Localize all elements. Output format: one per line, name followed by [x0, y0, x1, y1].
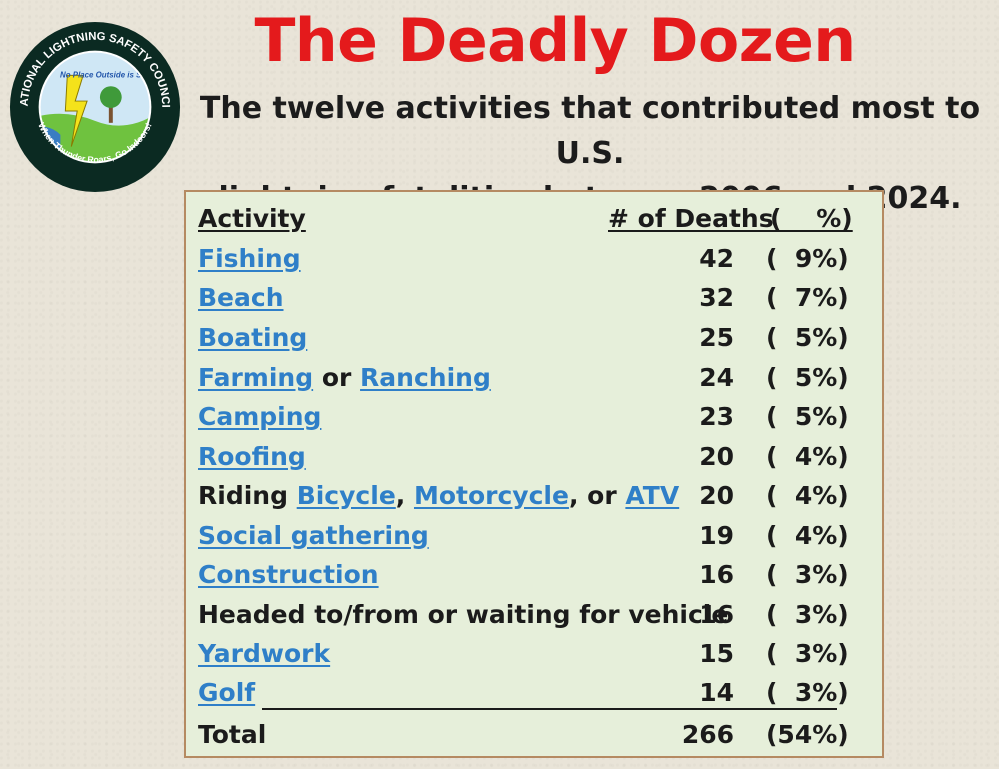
national-lightning-safety-council-logo: No Place Outside is Safe ! NATIONAL LIGH…: [6, 18, 181, 193]
table-row: Boating 25 ( 5%): [198, 319, 874, 357]
activity-label-vehicle: Headed to/from or waiting for vehicle: [198, 600, 729, 629]
deaths-value: 14: [699, 678, 734, 707]
table-row: Beach 32 ( 7%): [198, 279, 874, 317]
activity-prefix: Riding: [198, 481, 297, 510]
table-row: Social gathering 19 ( 4%): [198, 517, 874, 555]
subtitle-line-1: The twelve activities that contributed m…: [199, 91, 981, 171]
header-deaths: # of Deaths: [608, 204, 774, 233]
percent-value: ( 3%): [766, 678, 849, 707]
activity-link-fishing[interactable]: Fishing: [198, 244, 301, 273]
activity-link-social-gathering[interactable]: Social gathering: [198, 521, 429, 550]
deaths-value: 16: [699, 560, 734, 589]
activity-link-golf[interactable]: Golf: [198, 678, 256, 707]
table-row: Roofing 20 ( 4%): [198, 438, 874, 476]
percent-value: ( 5%): [766, 363, 849, 392]
table-row: Golf 14 ( 3%): [198, 674, 874, 712]
activity-link-yardwork[interactable]: Yardwork: [198, 639, 331, 668]
total-percent: (54%): [766, 720, 849, 749]
table-row: Camping 23 ( 5%): [198, 398, 874, 436]
deaths-value: 20: [699, 442, 734, 471]
percent-value: ( 3%): [766, 639, 849, 668]
table-header-row: Activity # of Deaths ( %): [198, 200, 874, 238]
activity-link-boating[interactable]: Boating: [198, 323, 308, 352]
header-activity: Activity: [198, 204, 306, 233]
percent-value: ( 4%): [766, 521, 849, 550]
percent-value: ( 4%): [766, 481, 849, 510]
percent-value: ( 9%): [766, 244, 849, 273]
deaths-value: 20: [699, 481, 734, 510]
deaths-value: 19: [699, 521, 734, 550]
percent-value: ( 3%): [766, 560, 849, 589]
activity-link-atv[interactable]: ATV: [625, 481, 680, 510]
table-row: Riding Bicycle, Motorcycle, or ATV 20 ( …: [198, 477, 874, 515]
percent-value: ( 5%): [766, 323, 849, 352]
activity-link-bicycle[interactable]: Bicycle: [296, 481, 396, 510]
logo-center-text: No Place Outside is Safe !: [60, 70, 158, 79]
page-title: The Deadly Dozen: [254, 6, 856, 76]
percent-value: ( 4%): [766, 442, 849, 471]
percent-value: ( 7%): [766, 283, 849, 312]
deaths-value: 24: [699, 363, 734, 392]
activity-link-camping[interactable]: Camping: [198, 402, 322, 431]
activity-separator: , or: [568, 481, 626, 510]
activity-joiner: or: [313, 363, 361, 392]
activity-link-ranching[interactable]: Ranching: [360, 363, 491, 392]
table-row: Fishing 42 ( 9%): [198, 240, 874, 278]
fatalities-table: Activity # of Deaths ( %) Fishing 42 ( 9…: [184, 190, 884, 758]
activity-link-motorcycle[interactable]: Motorcycle: [413, 481, 569, 510]
table-row: Farming or Ranching 24 ( 5%): [198, 359, 874, 397]
deaths-value: 32: [699, 283, 734, 312]
table-row: Construction 16 ( 3%): [198, 556, 874, 594]
deaths-value: 23: [699, 402, 734, 431]
percent-value: ( 3%): [766, 600, 849, 629]
deaths-value: 25: [699, 323, 734, 352]
total-deaths: 266: [681, 720, 734, 749]
total-label: Total: [198, 720, 267, 749]
activity-link-roofing[interactable]: Roofing: [198, 442, 306, 471]
header-percent: ( %): [770, 204, 853, 233]
activity-separator: ,: [395, 481, 414, 510]
activity-link-construction[interactable]: Construction: [198, 560, 379, 589]
percent-value: ( 5%): [766, 402, 849, 431]
activity-link-beach[interactable]: Beach: [198, 283, 284, 312]
table-row: Headed to/from or waiting for vehicle 16…: [198, 596, 874, 634]
table-row: Yardwork 15 ( 3%): [198, 635, 874, 673]
deaths-value: 16: [699, 600, 734, 629]
deaths-value: 42: [699, 244, 734, 273]
activity-link-farming[interactable]: Farming: [198, 363, 314, 392]
total-divider: [262, 708, 837, 710]
table-total-row: Total 266 (54%): [198, 716, 874, 754]
deaths-value: 15: [699, 639, 734, 668]
